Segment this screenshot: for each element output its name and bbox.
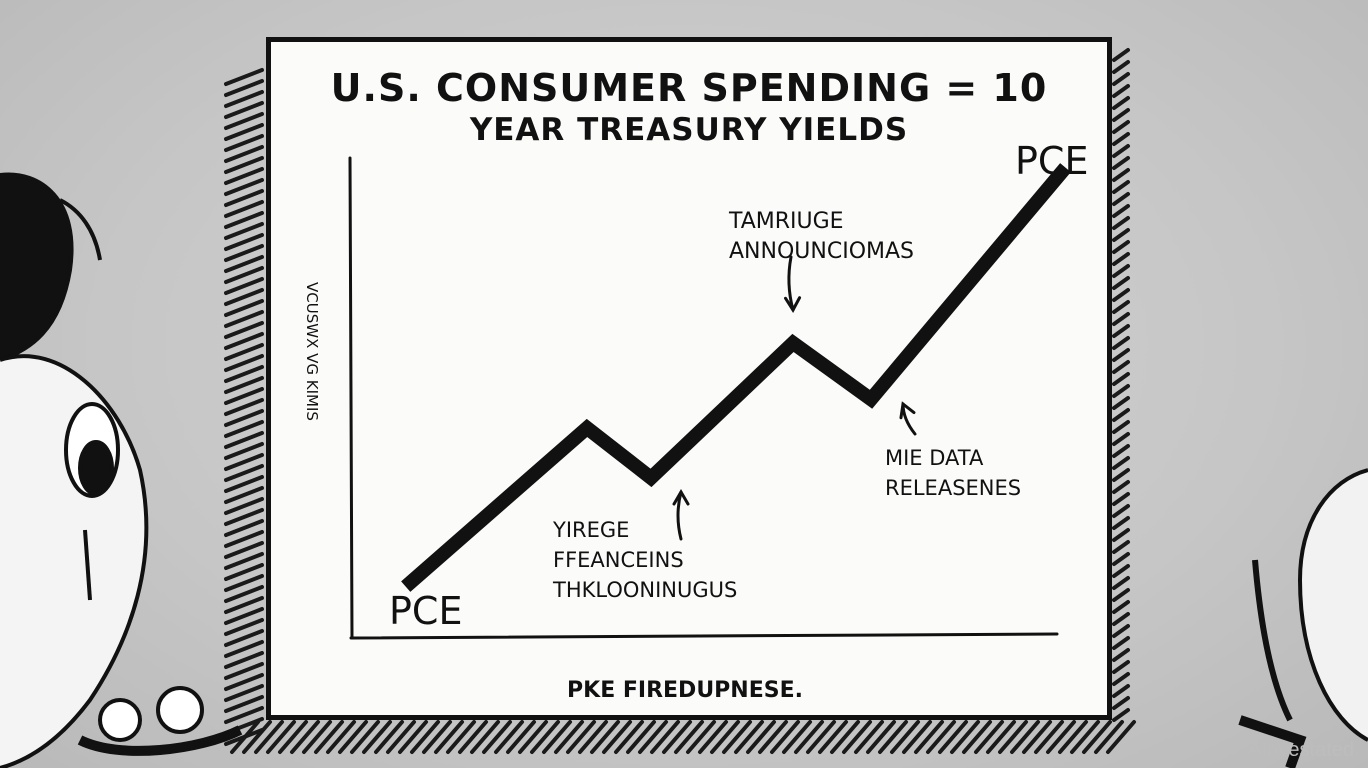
annotation-line: TAMRIUGE [728,209,844,234]
annotation-line: YIREGE [552,518,629,542]
chart-plot: PCE PCE PKE FIREDUPNESE. VCUSWX VG KIMIS… [303,139,1088,703]
annotation-2: TAMRIUGE ANNOUNCIOMAS [728,209,914,264]
annotation-line: RELEASENES [885,476,1021,500]
annotation-arrowhead-3 [899,401,916,420]
y-axis-line [348,156,354,640]
annotation-line: THKLOONINUGUS [552,578,737,602]
chart-board: U.S. CONSUMER SPENDING = 10 YEAR TREASUR… [266,37,1112,720]
annotation-arrowhead-2 [784,296,802,313]
x-axis-label: PKE FIREDUPNESE. [567,678,803,703]
chart-title-line1: U.S. CONSUMER SPENDING = 10 [330,66,1048,110]
annotation-line: ANNOUNCIOMAS [729,239,914,264]
left-cartoon-figure [0,172,243,768]
annotation-line: MIE DATA [885,446,984,470]
annotation-line: FFEANCEINS [553,548,684,572]
x-axis-line [349,632,1059,640]
chart-title-line2: YEAR TREASURY YIELDS [469,112,909,148]
watermark-text: AInvestated [1248,739,1354,761]
annotation-1: YIREGE FFEANCEINS THKLOONINUGUS [552,518,737,602]
y-axis-label: VCUSWX VG KIMIS [303,282,321,421]
end-label: PCE [1015,139,1088,183]
annotation-3: MIE DATA RELEASENES [885,446,1021,500]
annotation-arrowhead-1 [672,489,690,506]
right-cartoon-figure [1238,468,1368,768]
series-line-pce [401,163,1071,592]
start-label: PCE [389,589,462,633]
